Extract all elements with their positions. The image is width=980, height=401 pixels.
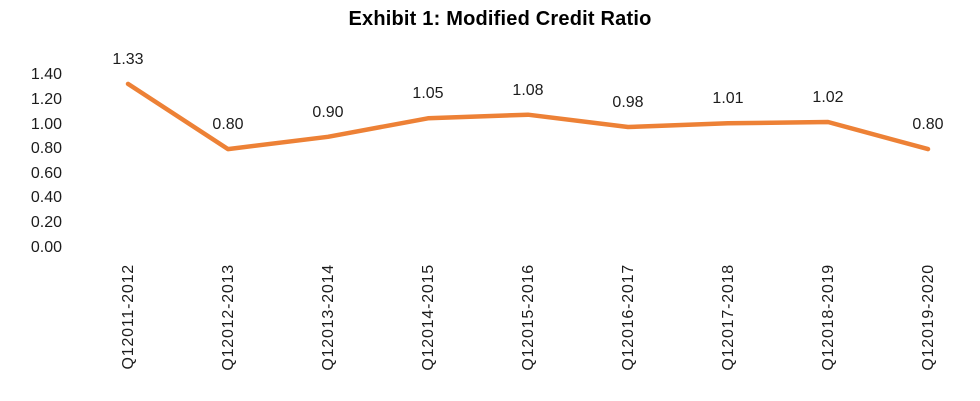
x-axis-category-label: Q12018-2019 [819, 263, 837, 371]
data-label: 1.02 [812, 89, 844, 106]
data-label: 1.08 [512, 81, 544, 99]
data-label: 0.90 [312, 103, 344, 121]
x-axis-category-label: Q12012-2013 [219, 263, 237, 371]
data-label: 0.80 [212, 116, 244, 134]
x-axis-category-label: Q12011-2012 [119, 263, 137, 369]
data-label: 1.33 [112, 50, 144, 68]
data-label: 0.80 [912, 116, 944, 134]
series-line [125, 81, 931, 152]
data-label: 1.01 [712, 90, 744, 108]
y-axis-tick-label: 1.40 [30, 66, 62, 84]
x-axis-category-label: Q12016-2017 [619, 263, 637, 371]
y-axis-tick-label: 0.60 [30, 164, 62, 182]
x-axis-category-label: Q12017-2018 [719, 263, 737, 371]
y-axis-tick-label: 1.20 [30, 90, 62, 108]
data-label: 1.05 [412, 85, 444, 103]
y-axis-tick-label: 0.80 [30, 140, 62, 158]
y-axis-tick-label: 0.20 [30, 213, 62, 231]
x-axis-category-label: Q12015-2016 [519, 263, 537, 371]
y-axis-tick-label: 0.40 [30, 189, 62, 207]
data-label: 0.98 [612, 94, 644, 111]
x-axis-category-label: Q12013-2014 [319, 263, 337, 371]
y-axis-tick-label: 1.00 [30, 115, 62, 133]
chart-title: Exhibit 1: Modified Credit Ratio [348, 8, 652, 30]
x-axis-category-label: Q12014-2015 [419, 263, 437, 371]
y-axis-tick-label: 0.00 [30, 238, 62, 256]
x-axis-category-label: Q12019-2020 [919, 263, 937, 371]
